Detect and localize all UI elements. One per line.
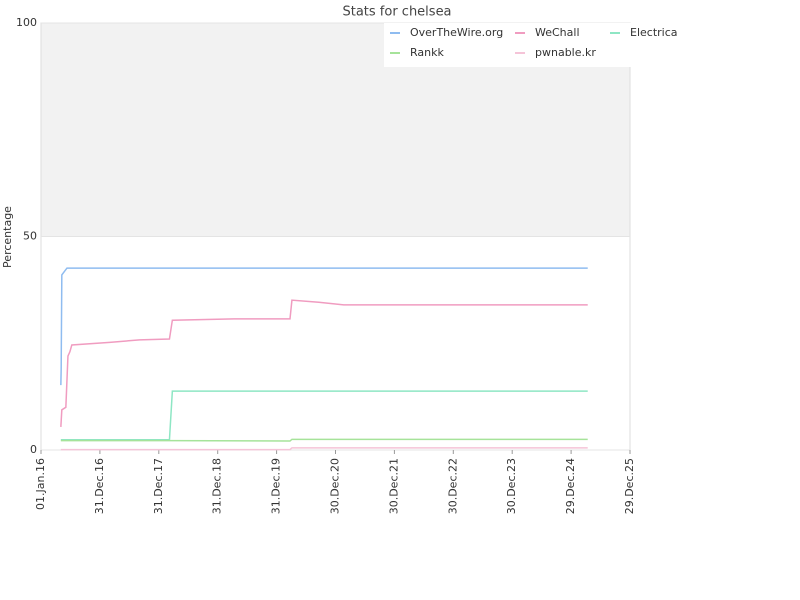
x-tick-label: 29.Dec.25 (623, 458, 636, 514)
legend-label: Rankk (410, 46, 444, 59)
series-line (60, 299, 588, 427)
series-line (60, 390, 588, 441)
y-tick-label: 50 (23, 230, 37, 243)
x-tick-label: 01.Jan.16 (34, 458, 47, 510)
y-axis-label: Percentage (1, 206, 14, 268)
chart-title: Stats for chelsea (342, 5, 451, 20)
legend-box (384, 23, 674, 67)
x-tick-label: 31.Dec.18 (211, 458, 224, 514)
y-tick-label: 0 (30, 443, 37, 456)
legend-label: pwnable.kr (535, 46, 596, 59)
x-tick-label: 31.Dec.19 (270, 458, 283, 514)
x-tick-label: 31.Dec.17 (152, 458, 165, 514)
legend-label: OverTheWire.org (410, 26, 503, 39)
x-tick-label: 29.Dec.24 (564, 458, 577, 514)
x-tick-label: 30.Dec.21 (387, 458, 400, 514)
x-tick-label: 30.Dec.23 (505, 458, 518, 514)
x-tick-label: 31.Dec.16 (93, 458, 106, 514)
series-line (60, 447, 588, 451)
series-line (60, 267, 588, 386)
legend-label: WeChall (535, 26, 580, 39)
legend-label: Electrica (630, 26, 678, 39)
y-tick-label: 100 (16, 16, 37, 29)
series-line (60, 438, 588, 442)
x-tick-label: 30.Dec.22 (446, 458, 459, 514)
x-tick-label: 30.Dec.20 (329, 458, 342, 514)
